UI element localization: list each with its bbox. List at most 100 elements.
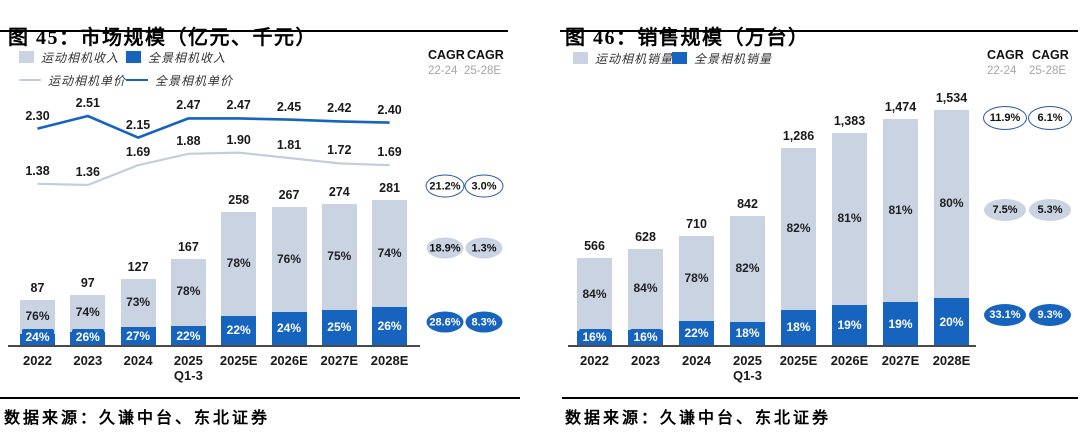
bar-pct-label-bottom: 18% xyxy=(782,319,815,336)
legend-item-action-cam-price: 运动相机单价 xyxy=(19,73,127,88)
legend-item-pano-cam-sales: 全景相机销量 xyxy=(672,51,773,66)
bar-segment-运动相机销量 xyxy=(832,133,867,305)
category-label: 2022 xyxy=(580,353,609,368)
bar-segment-运动相机销量 xyxy=(628,248,663,330)
category-label: 2025 Q1-3 xyxy=(173,353,203,383)
bar-pct-label-bottom: 16% xyxy=(629,328,662,345)
cagr-subheader-col1: 22-24 xyxy=(987,65,1017,77)
title-rule xyxy=(0,30,508,32)
cagr-subheader-col2: 25-28E xyxy=(464,65,502,77)
blue-box-swatch-icon xyxy=(126,51,141,63)
bar-total-label: 1,383 xyxy=(833,114,866,129)
line-point-label: 2.47 xyxy=(226,98,251,113)
line-point-label: 2.51 xyxy=(75,96,100,110)
bar-pct-label-top: 74% xyxy=(377,245,402,260)
line-point-label: 2.45 xyxy=(276,99,302,114)
legend-label: 全景相机单价 xyxy=(155,73,234,88)
line-point-label: 2.40 xyxy=(377,102,402,117)
bar-pct-label-top: 76% xyxy=(276,251,302,266)
cagr-oval-blue: 33.1% xyxy=(984,304,1026,326)
cagr-oval-outline: 3.0% xyxy=(464,174,504,198)
bar-pct-label-bottom: 18% xyxy=(731,325,764,342)
legend-item-action-cam-sales: 运动相机销量 xyxy=(573,51,673,66)
bar-segment-运动相机收入 xyxy=(70,294,106,332)
cagr-subheader-col1: 22-24 xyxy=(428,65,458,77)
cagr-header-col2: CAGR xyxy=(1032,48,1069,62)
bar-total-label: 127 xyxy=(127,260,149,275)
category-label: 2025 Q1-3 xyxy=(733,353,762,383)
bar-segment-运动相机销量 xyxy=(730,216,765,322)
bar-pct-label-top: 84% xyxy=(582,286,607,301)
bar-total-label: 628 xyxy=(635,229,656,244)
bar-pct-label-top: 80% xyxy=(939,196,964,210)
bar-total-label: 566 xyxy=(584,239,605,254)
bar-segment-运动相机收入 xyxy=(221,211,257,316)
line-point-label: 1.88 xyxy=(176,133,201,148)
line-point-label: 1.38 xyxy=(25,163,50,178)
line-point-label: 2.47 xyxy=(176,98,201,113)
bar-total-label: 842 xyxy=(737,197,758,211)
category-label: 2026E xyxy=(270,353,308,368)
category-label: 2024 xyxy=(682,353,711,368)
line-point-label: 1.69 xyxy=(125,145,151,160)
bar-pct-label-top: 81% xyxy=(837,210,862,225)
bar-pct-label-bottom: 24% xyxy=(21,328,54,345)
cagr-oval-outline: 21.2% xyxy=(425,174,465,198)
category-label: 2027E xyxy=(881,353,920,368)
category-label: 2028E xyxy=(932,353,971,368)
bar-pct-label-bottom: 16% xyxy=(578,328,611,345)
line-point-label: 2.15 xyxy=(125,117,151,132)
cagr-oval-light: 7.5% xyxy=(984,199,1026,221)
light-box-swatch-icon xyxy=(573,52,588,64)
bar-pct-label-bottom: 27% xyxy=(122,328,155,345)
bar-pct-label-top: 78% xyxy=(176,284,201,299)
bar-segment-运动相机收入 xyxy=(170,258,206,327)
bar-segment-运动相机销量 xyxy=(883,119,918,303)
category-label: 2027E xyxy=(320,353,359,368)
bar-total-label: 1,534 xyxy=(935,91,968,105)
line-point-label: 1.72 xyxy=(327,143,352,158)
legend-label: 运动相机单价 xyxy=(48,73,127,88)
legend-item-pano-cam-price: 全景相机单价 xyxy=(126,73,234,88)
bar-pct-label-bottom: 19% xyxy=(833,316,866,333)
source-rule xyxy=(0,397,520,399)
bar-pct-label-top: 75% xyxy=(327,248,352,263)
bar-total-label: 1,474 xyxy=(884,100,917,115)
bar-pct-label-top: 73% xyxy=(126,295,151,310)
legend-label: 全景相机销量 xyxy=(694,51,773,66)
bar-pct-label-top: 82% xyxy=(786,220,811,235)
legend-item-action-cam-revenue: 运动相机收入 xyxy=(19,50,119,65)
bar-pct-label-top: 82% xyxy=(735,260,760,275)
data-source: 数据来源：久谦中台、东北证券 xyxy=(4,410,271,427)
bar-pct-label-bottom: 26% xyxy=(71,328,104,345)
bar-segment-运动相机销量 xyxy=(934,110,969,298)
bar-pct-label-top: 76% xyxy=(25,309,50,324)
cagr-header-col1: CAGR xyxy=(987,48,1024,62)
bar-pct-label-bottom: 20% xyxy=(935,313,968,330)
cagr-oval-light: 1.3% xyxy=(465,237,503,259)
bar-total-label: 258 xyxy=(228,192,250,207)
category-label: 2023 xyxy=(631,353,660,368)
category-label: 2022 xyxy=(23,353,52,368)
bar-pct-label-bottom: 24% xyxy=(272,320,306,337)
legend-label: 全景相机收入 xyxy=(148,50,227,65)
bar-pct-label-top: 78% xyxy=(226,255,251,270)
category-label: 2028E xyxy=(370,353,409,368)
bar-pct-label-bottom: 22% xyxy=(222,322,255,339)
line-point-label: 1.36 xyxy=(75,165,100,179)
bar-pct-label-top: 74% xyxy=(75,305,100,320)
bar-pct-label-bottom: 26% xyxy=(373,318,406,335)
figure-46-plot: 566 84% 16% 2022 628 84% 16% 2023 710 78% 22% 2024 8… xyxy=(540,0,1080,444)
figure-46-title: 图 46：销售规模（万台） xyxy=(565,26,810,49)
bar-total-label: 710 xyxy=(686,217,707,232)
legend-item-pano-cam-revenue: 全景相机收入 xyxy=(126,50,227,65)
bar-total-label: 267 xyxy=(278,188,300,203)
line-point-label: 1.81 xyxy=(276,138,302,152)
cagr-header-col1: CAGR xyxy=(428,48,465,62)
x-axis-line xyxy=(8,345,420,347)
figure-45-title: 图 45：市场规模（亿元、千元） xyxy=(8,26,317,49)
bar-pct-label-top: 81% xyxy=(888,202,913,217)
bar-segment-运动相机销量 xyxy=(781,147,816,310)
light-box-swatch-icon xyxy=(19,51,34,63)
